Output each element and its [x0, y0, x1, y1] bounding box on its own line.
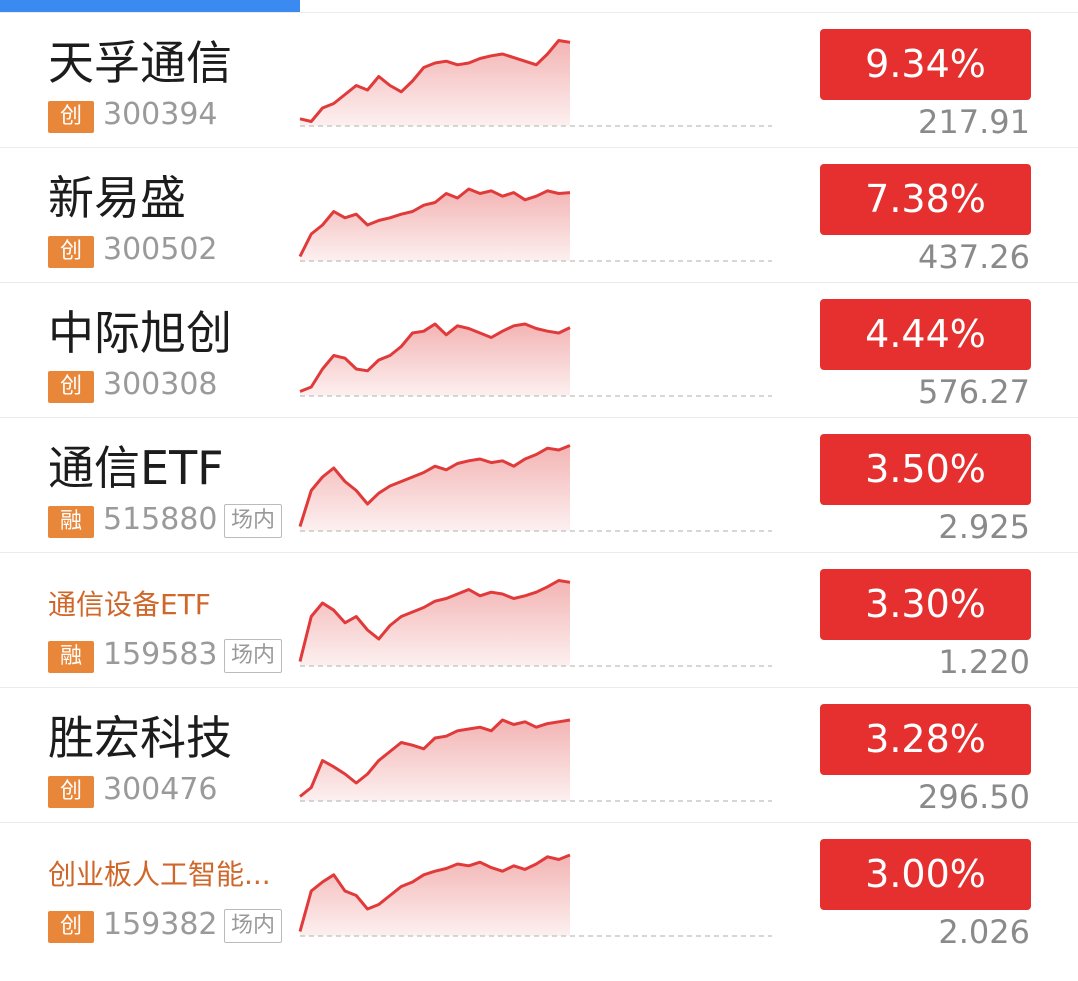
change-badge[interactable]: 3.00%	[820, 839, 1031, 910]
sparkline-line	[298, 853, 571, 932]
stock-code: 159583	[103, 637, 218, 672]
price: 2.925	[938, 508, 1030, 546]
board-tag: 融	[48, 641, 94, 673]
sparkline	[299, 39, 772, 127]
board-tag: 创	[48, 776, 94, 808]
change-badge[interactable]: 3.28%	[820, 704, 1031, 775]
change-badge[interactable]: 3.50%	[820, 434, 1031, 505]
change-badge[interactable]: 3.30%	[820, 569, 1031, 640]
market-tag: 场内	[224, 504, 283, 538]
stock-name: 胜宏科技	[48, 711, 232, 765]
sparkline-line	[299, 39, 571, 123]
sparkline	[298, 187, 772, 262]
stock-name: 新易盛	[48, 171, 186, 225]
stock-row[interactable]: 通信ETF 融 515880 场内 3.50% 2.925	[0, 417, 1078, 553]
sparkline-line	[298, 579, 571, 662]
tab-indicator	[0, 0, 300, 12]
price: 576.27	[918, 373, 1030, 411]
stock-row[interactable]: 胜宏科技创 300476 3.28% 296.50	[0, 687, 1078, 823]
stock-name: 通信ETF	[48, 441, 224, 495]
stock-row[interactable]: 通信设备ETF 融 159583 场内 3.30% 1.220	[0, 552, 1078, 688]
stock-row[interactable]: 新易盛创 300502 7.38% 437.26	[0, 147, 1078, 283]
sparkline-line	[298, 444, 571, 527]
sparkline-line	[298, 187, 571, 258]
change-badge[interactable]: 7.38%	[820, 164, 1031, 235]
price: 217.91	[918, 103, 1030, 141]
change-badge[interactable]: 4.44%	[820, 299, 1031, 370]
market-tag: 场内	[224, 639, 283, 673]
stock-code: 300476	[103, 772, 218, 807]
stock-row[interactable]: 中际旭创创 300308 4.44% 576.27	[0, 282, 1078, 418]
board-tag: 融	[48, 506, 94, 538]
sparkline-area	[300, 855, 570, 936]
board-tag: 创	[48, 371, 94, 403]
sparkline-line	[299, 322, 571, 393]
stock-code: 300394	[103, 97, 218, 132]
sparkline-area	[300, 40, 570, 126]
stock-code: 515880	[103, 502, 218, 537]
stock-name: 天孚通信	[48, 36, 232, 90]
sparkline	[299, 718, 772, 802]
stock-row[interactable]: 创业板人工智能... 创 159382 场内 3.00% 2.026	[0, 822, 1078, 958]
sparkline	[298, 579, 772, 667]
sparkline	[299, 322, 772, 397]
price: 296.50	[918, 778, 1030, 816]
board-tag: 创	[48, 911, 94, 943]
stock-code: 159382	[103, 907, 218, 942]
change-badge[interactable]: 9.34%	[820, 29, 1031, 100]
stock-code: 300308	[103, 367, 218, 402]
sparkline	[298, 853, 772, 937]
price: 437.26	[918, 238, 1030, 276]
stock-row[interactable]: 天孚通信创 300394 9.34% 217.91	[0, 12, 1078, 148]
board-tag: 创	[48, 236, 94, 268]
price: 1.220	[938, 643, 1030, 681]
stock-name: 中际旭创	[48, 306, 232, 360]
sparkline	[298, 444, 772, 532]
sparkline-area	[300, 580, 570, 666]
sparkline-area	[300, 324, 570, 396]
price: 2.026	[938, 913, 1030, 951]
stock-code: 300502	[103, 232, 218, 267]
sparkline-area	[300, 445, 570, 531]
market-tag: 场内	[224, 909, 283, 943]
sparkline-area	[300, 189, 570, 261]
board-tag: 创	[48, 101, 94, 133]
stock-name: 通信设备ETF	[48, 588, 211, 621]
sparkline-line	[299, 718, 571, 798]
sparkline-area	[300, 720, 570, 801]
stock-name: 创业板人工智能...	[48, 858, 271, 891]
